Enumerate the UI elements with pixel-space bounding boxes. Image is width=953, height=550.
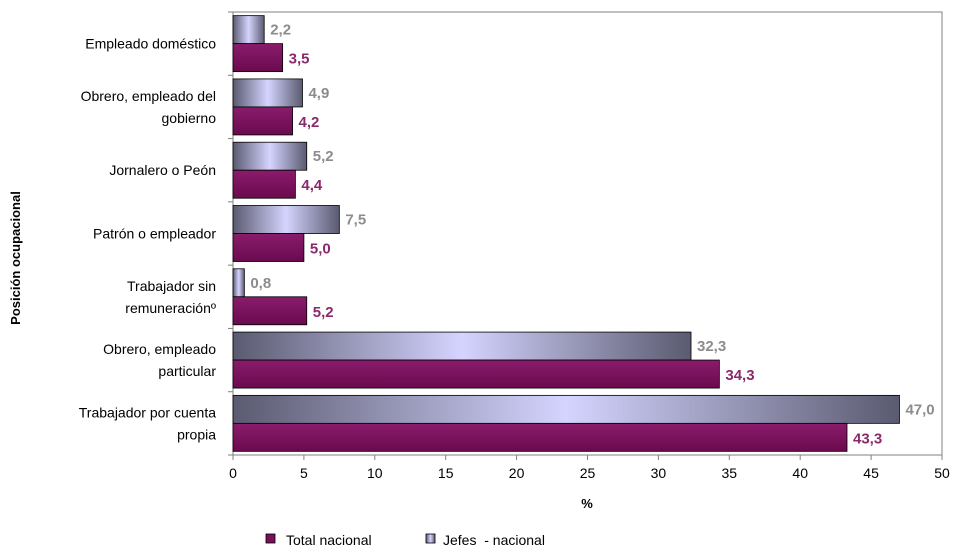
category-label: Trabajador por cuenta [79, 404, 216, 420]
x-tick-label: 20 [509, 465, 525, 481]
x-tick-label: 15 [438, 465, 454, 481]
x-tick-label: 5 [300, 465, 308, 481]
bar-total [232, 43, 284, 73]
x-tick-label: 10 [367, 465, 383, 481]
bar-total [232, 359, 720, 389]
data-label-total: 5,0 [310, 241, 331, 258]
data-label-total: 5,2 [313, 304, 334, 321]
x-tick-label: 40 [792, 465, 808, 481]
bar-total [232, 106, 293, 136]
data-label-jefes: 47,0 [905, 401, 934, 418]
data-label-jefes: 5,2 [313, 148, 334, 165]
category-label: propia [177, 426, 216, 442]
bar-jefes [232, 268, 245, 298]
data-label-jefes: 2,2 [270, 22, 291, 39]
x-tick-label: 30 [651, 465, 667, 481]
category-label: Trabajador sin [127, 278, 216, 294]
data-label-jefes: 32,3 [697, 338, 726, 355]
x-tick-label: 45 [863, 465, 879, 481]
legend-swatch-total [265, 533, 276, 544]
x-tick-label: 0 [229, 465, 237, 481]
x-axis-title: % [581, 496, 593, 511]
legend-swatch-jefes [425, 533, 436, 544]
legend-label-jefes: Jefes - nacional [443, 532, 545, 548]
category-labels: Empleado doméstico Obrero, empleado del go… [79, 36, 217, 443]
legend-label-total: Total nacional [286, 532, 372, 548]
bar-jefes [232, 331, 692, 361]
data-label-total: 43,3 [853, 430, 882, 447]
data-label-jefes: 0,8 [250, 275, 271, 292]
bar-jefes [232, 78, 303, 108]
category-label: remuneraciónº [125, 300, 216, 316]
data-label-total: 4,4 [301, 177, 323, 194]
data-label-jefes: 7,5 [345, 212, 366, 229]
category-label: Empleado doméstico [85, 36, 216, 52]
category-label: Obrero, empleado del [81, 88, 216, 104]
x-axis-ticks: 0 5 10 15 20 25 30 35 40 45 50 [228, 11, 950, 481]
data-label-jefes: 4,9 [308, 85, 329, 102]
category-label: gobierno [162, 110, 217, 126]
bar-jefes [232, 205, 340, 234]
bar-jefes [232, 15, 265, 45]
bar-total [232, 233, 305, 262]
category-label: particular [158, 363, 216, 379]
bar-total [232, 296, 308, 326]
bar-total [232, 422, 848, 452]
bars-group: 2,2 3,5 4,9 4,2 5,2 4,4 7,5 5,0 0,8 5,2 32,3 34,3 47… [232, 15, 935, 452]
category-label: Obrero, empleado [103, 341, 216, 357]
bar-total [232, 169, 296, 199]
legend: Total nacional Jefes - nacional [265, 532, 545, 548]
category-label: Patrón o empleador [93, 226, 216, 242]
bar-jefes [232, 141, 308, 171]
x-tick-label: 25 [580, 465, 596, 481]
data-label-total: 4,2 [299, 114, 320, 131]
data-label-total: 34,3 [725, 367, 754, 384]
bar-jefes [232, 394, 900, 424]
x-tick-label: 35 [722, 465, 738, 481]
category-label: Jornalero o Peón [109, 162, 216, 178]
data-label-total: 3,5 [289, 51, 310, 68]
x-tick-label: 50 [934, 465, 950, 481]
y-axis-title: Posición ocupacional [8, 191, 23, 325]
